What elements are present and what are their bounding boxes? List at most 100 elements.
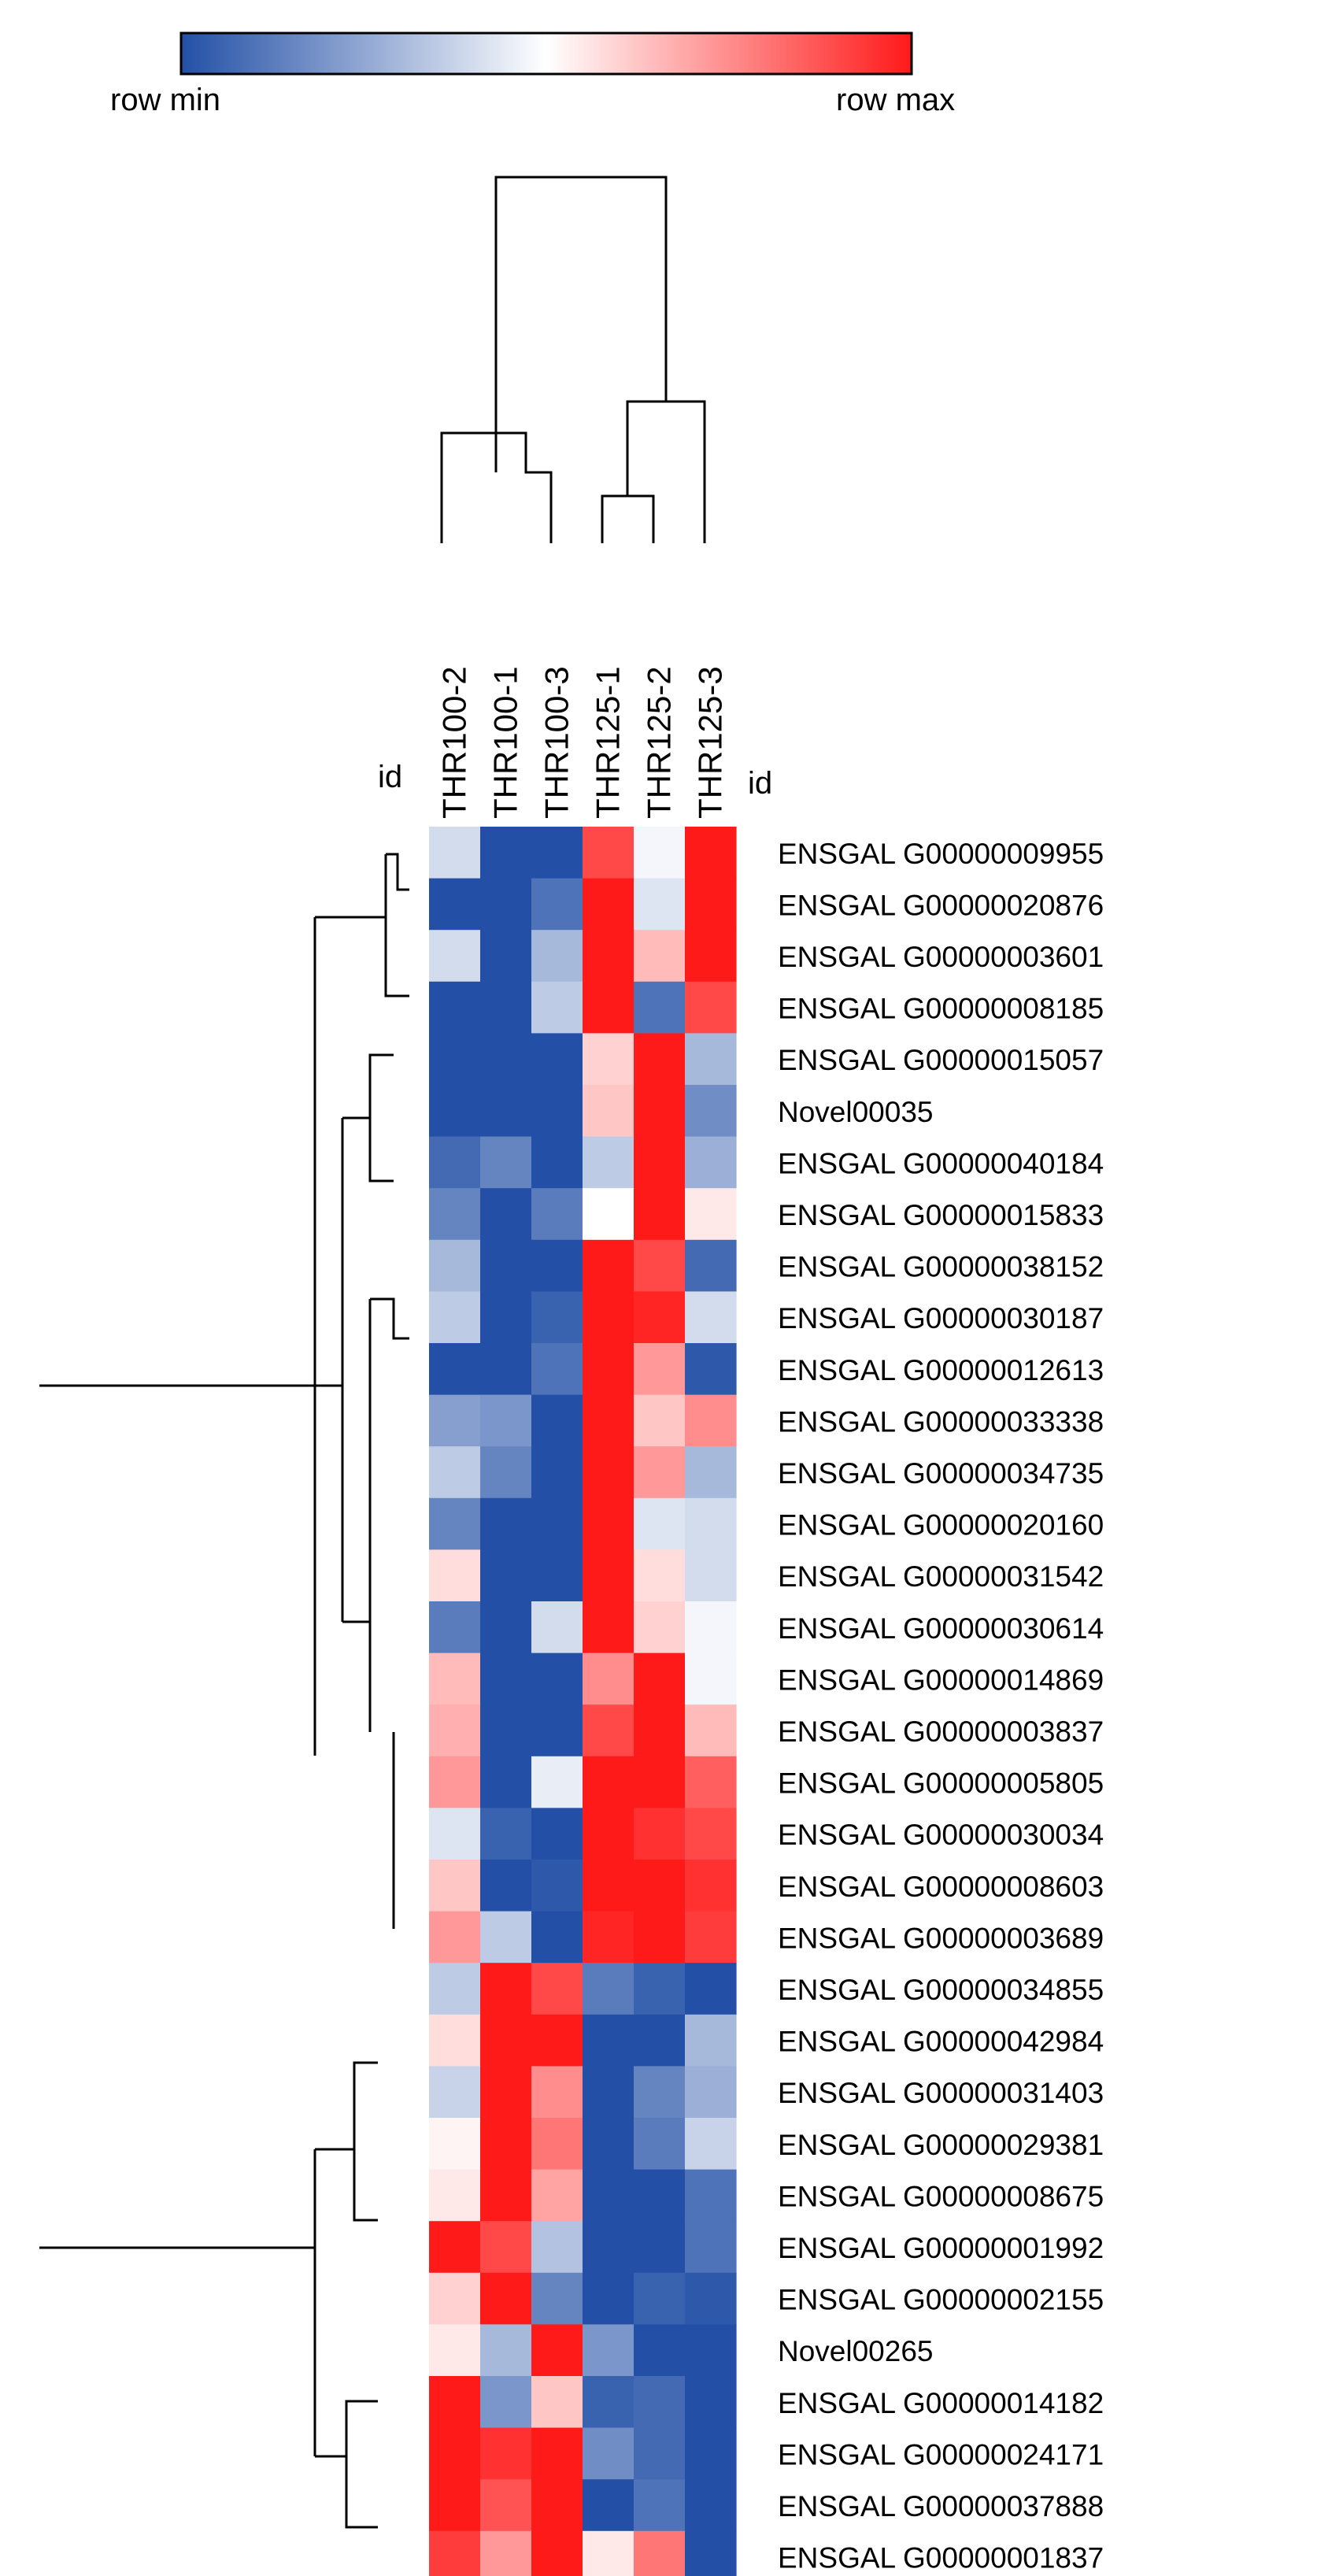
heatmap-cell [531,1549,583,1602]
heatmap-cell [583,1963,634,2015]
heatmap-cell [480,2118,532,2171]
heatmap-cell [583,878,634,931]
heatmap-cell [531,1653,583,1705]
heatmap-cell [634,2272,686,2325]
column-label: THR125-3 [692,666,729,819]
heatmap-cell [531,1704,583,1757]
heatmap-cell [634,2427,686,2480]
heatmap-cell [480,1704,532,1757]
heatmap-cell [685,1601,737,1654]
heatmap-cell [531,2427,583,2480]
heatmap-cell [531,2530,583,2576]
heatmap-cell [531,1911,583,1963]
heatmap-cell [634,2376,686,2429]
heatmap-cell [429,1549,481,1602]
heatmap-cell [531,930,583,983]
heatmap-cell [480,1033,532,1086]
heatmap-cell [429,2066,481,2119]
heatmap-cell [634,2118,686,2171]
heatmap-cell [480,827,532,879]
heatmap-cell [429,2376,481,2429]
row-label: ENSGAL G00000002155 [778,2284,1104,2316]
heatmap-cell [531,1497,583,1550]
heatmap-cell [583,2014,634,2067]
heatmap-cell [685,1653,737,1705]
heatmap-cell [583,2324,634,2377]
heatmap-cell [634,1291,686,1344]
heatmap-cell [429,1860,481,1912]
heatmap-cell [583,1239,634,1292]
heatmap-cell [583,1601,634,1654]
heatmap-cell [429,1188,481,1241]
heatmap-cell [531,2066,583,2119]
heatmap-cell [685,1860,737,1912]
heatmap-cell [634,1188,686,1241]
heatmap-cell [583,1756,634,1808]
heatmap-cell [531,1808,583,1860]
heatmap-cell [634,1860,686,1912]
heatmap-cell [634,930,686,983]
row-label: ENSGAL G00000024171 [778,2438,1104,2471]
heatmap-cell [429,1239,481,1292]
heatmap-cell [429,827,481,879]
legend-max-label: row max [836,83,955,117]
heatmap-cell [685,930,737,983]
row-label: ENSGAL G00000033338 [778,1405,1104,1438]
heatmap-cell [531,1756,583,1808]
row-label: ENSGAL G00000034735 [778,1457,1104,1490]
row-label: ENSGAL G00000037888 [778,2490,1104,2522]
heatmap-cell [429,1085,481,1138]
heatmap-cell [685,2479,737,2532]
column-label: THR100-1 [487,666,524,819]
row-label: ENSGAL G00000020876 [778,889,1104,921]
heatmap-cell [583,2118,634,2171]
heatmap-cell [480,1188,532,1241]
row-label: ENSGAL G00000030614 [778,1612,1104,1645]
heatmap-cell [583,2066,634,2119]
legend-gradient-bar [179,31,913,76]
row-label: ENSGAL G00000001992 [778,2232,1104,2264]
heatmap-cell [685,878,737,931]
column-label: THR100-3 [538,666,575,819]
heatmap-cell [634,1601,686,1654]
heatmap-cell [685,1911,737,1963]
heatmap-cell [429,2221,481,2274]
heatmap-cell [583,1394,634,1447]
heatmap-cell [429,1653,481,1705]
heatmap-cell [685,1549,737,1602]
heatmap-cell [429,1497,481,1550]
heatmap-cell [480,1394,532,1447]
heatmap-cell [583,1549,634,1602]
heatmap-cell [480,1343,532,1396]
row-label: ENSGAL G00000003837 [778,1715,1104,1748]
heatmap-cell [429,1756,481,1808]
heatmap-cell [429,2169,481,2222]
heatmap-cell [634,1446,686,1499]
heatmap-cell [634,2324,686,2377]
heatmap-cell [685,1136,737,1189]
heatmap-cell [634,2479,686,2532]
heatmap-cell [429,2479,481,2532]
heatmap-cell [531,1291,583,1344]
heatmap-cell [429,2427,481,2480]
row-label: ENSGAL G00000008675 [778,2180,1104,2212]
row-label: ENSGAL G00000005805 [778,1767,1104,1800]
row-label: Novel00035 [778,1096,933,1128]
heatmap-cell [429,930,481,983]
heatmap-cell [480,1653,532,1705]
heatmap-cell [634,1963,686,2015]
heatmap-cell [429,1343,481,1396]
heatmap-cell [583,930,634,983]
heatmap-cell [531,878,583,931]
heatmap-cell [685,2427,737,2480]
heatmap-cell [480,2427,532,2480]
heatmap-cell [583,1653,634,1705]
heatmap-cell [685,1446,737,1499]
heatmap-cell [429,2324,481,2377]
heatmap-cell [531,1860,583,1912]
heatmap-cell [429,1446,481,1499]
heatmap-cell [480,2272,532,2325]
heatmap-cell [583,827,634,879]
heatmap-cell [429,981,481,1034]
